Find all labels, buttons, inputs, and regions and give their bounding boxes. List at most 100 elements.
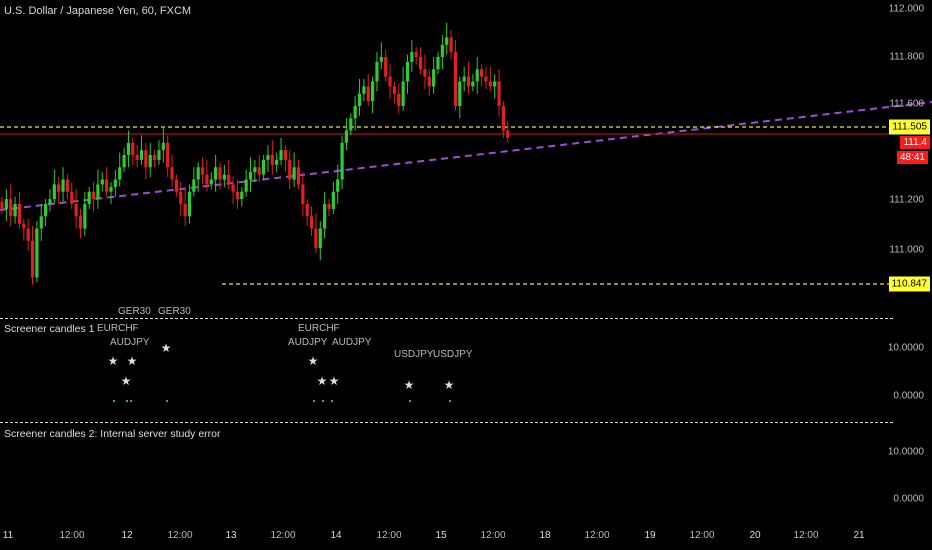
candle-body [222, 174, 226, 180]
candle-body [309, 216, 314, 229]
dot-marker [449, 400, 451, 402]
time-tick: 21 [853, 530, 865, 541]
symbol-label: EURCHF [97, 323, 139, 334]
candle-body [506, 130, 510, 138]
candle-body [418, 57, 423, 70]
price-tick: 111.600 [889, 98, 924, 110]
candle-body [196, 167, 200, 180]
pane-separator[interactable] [0, 422, 893, 423]
time-tick: 11 [2, 530, 14, 541]
candle-body [144, 150, 148, 168]
candle-body [410, 52, 414, 62]
dot-marker [126, 400, 128, 402]
candle-body [484, 76, 488, 82]
candle-body [275, 159, 279, 165]
candle-body [157, 150, 161, 160]
candle-body [323, 204, 327, 229]
candle-body [296, 167, 301, 185]
countdown-tag: 48:41 [896, 151, 928, 164]
candle-body [96, 184, 100, 200]
time-tick: 13 [225, 530, 237, 541]
dot-marker [130, 400, 132, 402]
candle-body [61, 179, 65, 192]
candle-body [9, 199, 13, 217]
candle-body [13, 204, 17, 217]
time-tick: 12:00 [793, 530, 819, 541]
candle-body [91, 191, 96, 200]
symbol-label: GER30 [158, 306, 191, 317]
symbol-label: USDJPY [394, 349, 434, 360]
candle-body [39, 216, 43, 229]
candle-body [231, 184, 235, 192]
candle-body [135, 155, 139, 160]
star-marker: ★ [328, 374, 340, 388]
candle-body [153, 155, 157, 160]
candle-body [327, 204, 331, 209]
symbol-label: EURCHF [298, 323, 340, 334]
symbol-label: AUDJPY [110, 337, 150, 348]
candle-body [170, 167, 174, 180]
candle-body [344, 130, 349, 143]
candle-body [270, 155, 274, 165]
symbol-label: AUDJPY [332, 337, 372, 348]
candle-body [148, 155, 152, 168]
candle-body [488, 81, 492, 87]
candle-body [179, 191, 183, 204]
price-tick: 111.000 [889, 244, 924, 256]
candle-body [292, 167, 296, 180]
dot-marker [113, 400, 115, 402]
candle-body [405, 61, 410, 82]
candle-body [26, 228, 30, 241]
candle-body [449, 37, 453, 53]
dot-marker [409, 400, 411, 402]
candle-body [122, 155, 126, 168]
price-tick: 112.000 [888, 3, 924, 15]
candle-body [52, 184, 56, 200]
candle-body [279, 150, 283, 160]
candle-body [214, 167, 218, 180]
trendline[interactable] [0, 101, 932, 211]
candle-body [340, 142, 344, 180]
candle-body [87, 191, 91, 204]
candle-body [244, 179, 248, 192]
dot-marker [166, 400, 168, 402]
time-tick: 12:00 [689, 530, 715, 541]
time-tick: 12:00 [167, 530, 193, 541]
candle-body [458, 81, 462, 106]
candle-body [205, 174, 209, 185]
candle-body [126, 142, 131, 155]
candle-body [493, 81, 497, 87]
candle-body [35, 228, 39, 278]
candle-body [113, 179, 117, 187]
pane1-label: Screener candles 1 [4, 323, 95, 335]
candle-body [480, 69, 484, 77]
candle-body [401, 81, 405, 106]
candle-body [349, 118, 353, 131]
level-tag-upper: 111.505 [889, 119, 930, 135]
candle-body [192, 179, 196, 192]
candle-body [183, 204, 187, 217]
candle-body [445, 37, 449, 45]
candle-body [105, 179, 109, 192]
time-tick: 20 [749, 530, 761, 541]
candle-body [218, 167, 222, 180]
pane-separator[interactable] [0, 318, 893, 319]
candle-body [371, 81, 375, 102]
pane1-tick: 0.0000 [893, 390, 924, 402]
candle-body [235, 191, 240, 200]
time-tick: 12:00 [270, 530, 296, 541]
price-tick: 111.200 [889, 194, 924, 206]
candle-body [301, 184, 305, 204]
pane2-tick: 0.0000 [893, 493, 924, 505]
candle-body [414, 52, 418, 57]
star-marker: ★ [107, 354, 119, 368]
candle-body [362, 86, 366, 94]
candle-body [262, 159, 266, 175]
candle-body [166, 142, 170, 168]
candle-body [353, 106, 357, 119]
candles [0, 22, 510, 285]
symbol-label: USDJPY [433, 349, 473, 360]
candle-body [475, 69, 479, 82]
candle-body [336, 179, 340, 192]
